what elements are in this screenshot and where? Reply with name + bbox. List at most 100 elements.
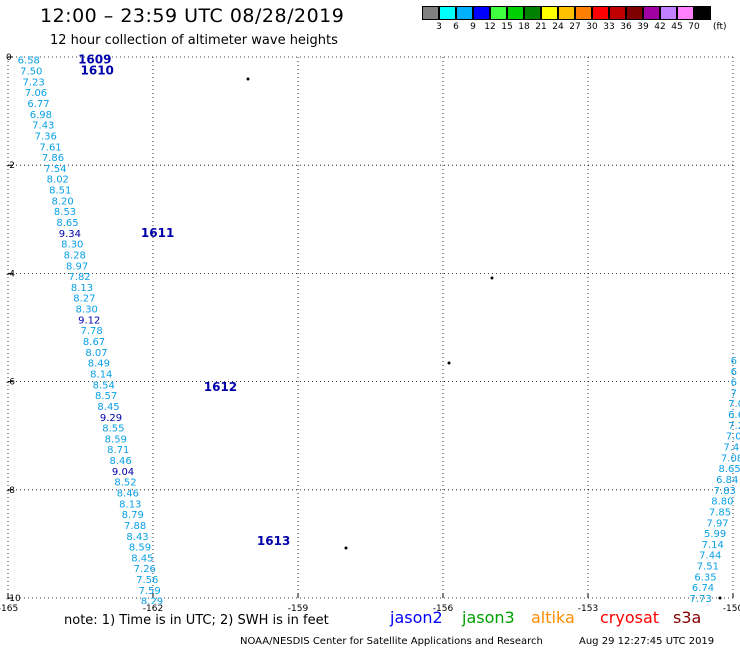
x-tick-label: -162 xyxy=(143,604,163,614)
wave-height-label: 7.85 xyxy=(709,507,731,518)
wave-height-label: 8.30 xyxy=(76,305,98,316)
island-mark xyxy=(344,546,348,550)
legend-swatch xyxy=(507,6,524,20)
wave-height-label: 8.65 xyxy=(719,464,740,475)
island-mark xyxy=(718,596,722,600)
legend-swatch xyxy=(592,6,609,20)
page-title: 12:00 – 23:59 UTC 08/28/2019 xyxy=(40,5,345,27)
credit-line: NOAA/NESDIS Center for Satellite Applica… xyxy=(240,636,543,647)
wave-height-label: 8.43 xyxy=(126,532,148,543)
legend-swatch xyxy=(609,6,626,20)
legend-swatch xyxy=(677,6,694,20)
wave-height-label: 6.6 xyxy=(728,410,740,421)
wave-height-label: 7.44 xyxy=(699,551,721,562)
legend-tick-label: 30 xyxy=(586,22,598,32)
wave-height-label: 7.36 xyxy=(35,131,57,142)
wave-height-label: 9.34 xyxy=(59,229,81,240)
wave-height-label: 8.97 xyxy=(66,261,88,272)
legend-tick-label: 36 xyxy=(620,22,632,32)
wave-height-label: 7.23 xyxy=(23,77,45,88)
wave-height-label: 7.86 xyxy=(42,153,64,164)
wave-height-label: 7 xyxy=(731,388,737,399)
wave-height-label: 8.45 xyxy=(131,553,153,564)
wave-height-label: 9.29 xyxy=(100,413,122,424)
wave-height-label: 7.43 xyxy=(32,121,54,132)
legend-swatch xyxy=(626,6,643,20)
y-tick-label: -4 xyxy=(6,269,15,279)
wave-height-label: 8.13 xyxy=(119,499,141,510)
wave-height-label: 8.55 xyxy=(102,424,124,435)
wave-height-label: 8.07 xyxy=(85,348,107,359)
wave-height-label: 8.49 xyxy=(88,359,110,370)
wave-height-label: 8.51 xyxy=(49,186,71,197)
satellite-legend-jason2: jason2 xyxy=(390,608,443,627)
pass-time-label: 1609 xyxy=(78,53,111,67)
wave-height-label: 8.28 xyxy=(64,250,86,261)
wave-height-label: 6.58 xyxy=(18,56,40,67)
pass-time-label: 1612 xyxy=(204,380,237,394)
legend-tick-label: 39 xyxy=(637,22,649,32)
legend-swatch xyxy=(422,6,439,20)
legend-swatch xyxy=(456,6,473,20)
legend-swatch xyxy=(643,6,660,20)
wave-height-label: 8.20 xyxy=(52,196,74,207)
wave-height-label: 7.83 xyxy=(714,486,736,497)
pass-time-label: 1611 xyxy=(141,226,174,240)
legend-swatch xyxy=(473,6,490,20)
wave-height-label: 7.51 xyxy=(697,562,719,573)
wave-height-label: 8.59 xyxy=(129,543,151,554)
wave-height-label: 8.46 xyxy=(117,489,139,500)
wave-height-label: 7.06 xyxy=(25,88,47,99)
wave-height-label: 8.79 xyxy=(122,510,144,521)
wave-height-label: 6.84 xyxy=(716,475,738,486)
x-tick-label: -150 xyxy=(723,604,740,614)
legend-swatch xyxy=(694,6,711,20)
data-labels-group: 6.587.507.237.066.776.987.437.367.617.86… xyxy=(18,53,740,608)
legend-tick-label: 6 xyxy=(453,22,459,32)
island-mark xyxy=(246,77,250,81)
pass-time-label: 1613 xyxy=(257,534,290,548)
y-tick-label: -6 xyxy=(6,378,15,388)
x-tick-label: -156 xyxy=(433,604,454,614)
legend-tick-label: 12 xyxy=(484,22,496,32)
legend-tick-label: 27 xyxy=(569,22,581,32)
wave-height-label: 8.59 xyxy=(105,434,127,445)
wave-height-label: 8.27 xyxy=(73,294,95,305)
wave-height-label: 7.54 xyxy=(44,164,66,175)
wave-height-label: 7.14 xyxy=(702,540,724,551)
satellite-legend-altika: altika xyxy=(531,608,575,627)
legend-unit-label: (ft) xyxy=(713,22,727,32)
satellite-legend-jason3: jason3 xyxy=(462,608,515,627)
wave-height-label: 6.98 xyxy=(30,110,52,121)
wave-height-label: 9.12 xyxy=(78,315,100,326)
wave-height-label: 7.97 xyxy=(706,518,728,529)
wave-height-label: 7.82 xyxy=(68,272,90,283)
wave-height-label: 6 xyxy=(731,378,737,389)
wave-height-label: 8.54 xyxy=(93,380,115,391)
legend-tick-label: 15 xyxy=(501,22,513,32)
legend-swatch xyxy=(490,6,507,20)
wave-height-label: 7.61 xyxy=(39,142,61,153)
island-mark xyxy=(490,276,494,280)
wave-height-label: 8.52 xyxy=(114,478,136,489)
wave-height-label: 7.45 xyxy=(723,443,740,454)
wave-height-label: 7.78 xyxy=(81,326,103,337)
wave-height-label: 8.67 xyxy=(83,337,105,348)
wave-height-label: 7.56 xyxy=(136,575,158,586)
generated-timestamp: Aug 29 12:27:45 UTC 2019 xyxy=(579,636,715,647)
wave-height-label: 8.02 xyxy=(47,175,69,186)
wave-height-label: 8.29 xyxy=(141,597,163,608)
legend-tick-label: 9 xyxy=(470,22,476,32)
wave-height-label: 8.13 xyxy=(71,283,93,294)
x-tick-label: -165 xyxy=(0,604,18,614)
wave-height-label: 7.08 xyxy=(721,453,740,464)
wave-height-label: 8.53 xyxy=(54,207,76,218)
wave-height-label: 6.35 xyxy=(694,572,716,583)
y-tick-label: -10 xyxy=(6,594,21,604)
wave-height-label: 7.88 xyxy=(124,521,146,532)
legend-tick-label: 33 xyxy=(603,22,615,32)
pass-time-label: 1610 xyxy=(81,64,114,78)
wave-height-label: 8.71 xyxy=(107,445,129,456)
satellite-legend-cryosat: cryosat xyxy=(600,608,660,627)
legend-swatch xyxy=(541,6,558,20)
